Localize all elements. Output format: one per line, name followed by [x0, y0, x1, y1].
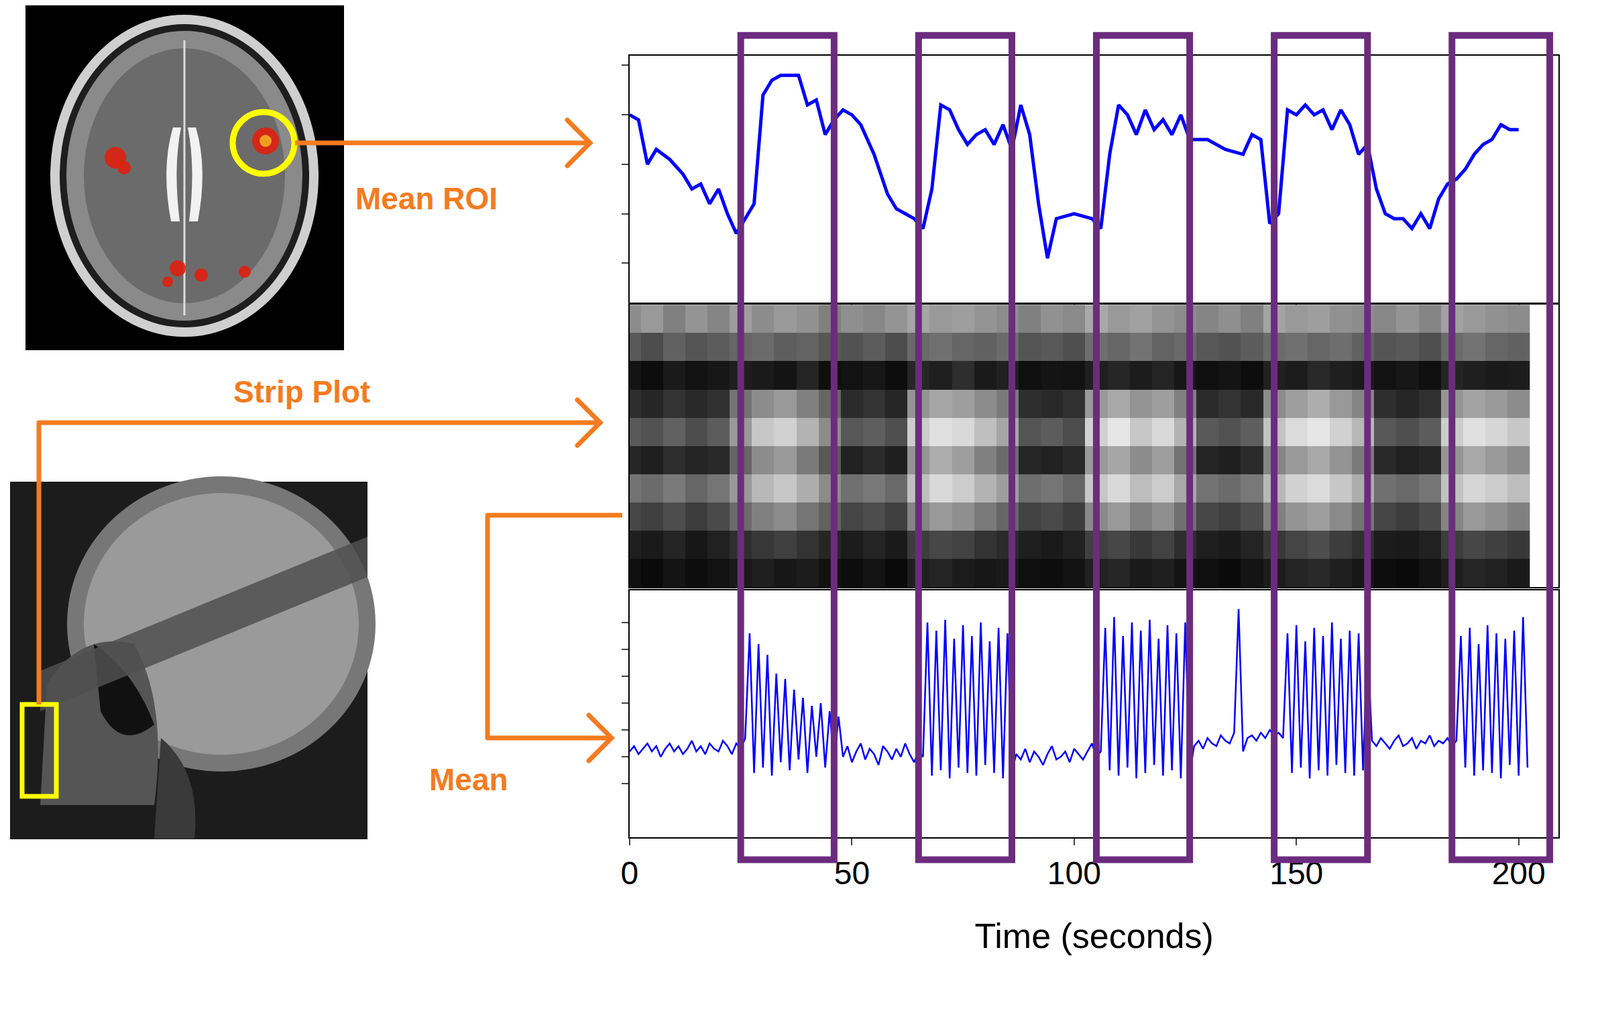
svg-text:Mean: Mean	[429, 761, 509, 797]
svg-text:150: 150	[1269, 854, 1324, 891]
svg-text:100: 100	[1047, 854, 1102, 891]
svg-text:Strip Plot: Strip Plot	[233, 374, 371, 410]
svg-text:200: 200	[1492, 854, 1546, 891]
svg-text:50: 50	[834, 854, 870, 891]
svg-text:Time (seconds): Time (seconds)	[974, 916, 1214, 955]
svg-text:0: 0	[620, 854, 640, 891]
svg-text:Mean ROI: Mean ROI	[355, 181, 498, 216]
